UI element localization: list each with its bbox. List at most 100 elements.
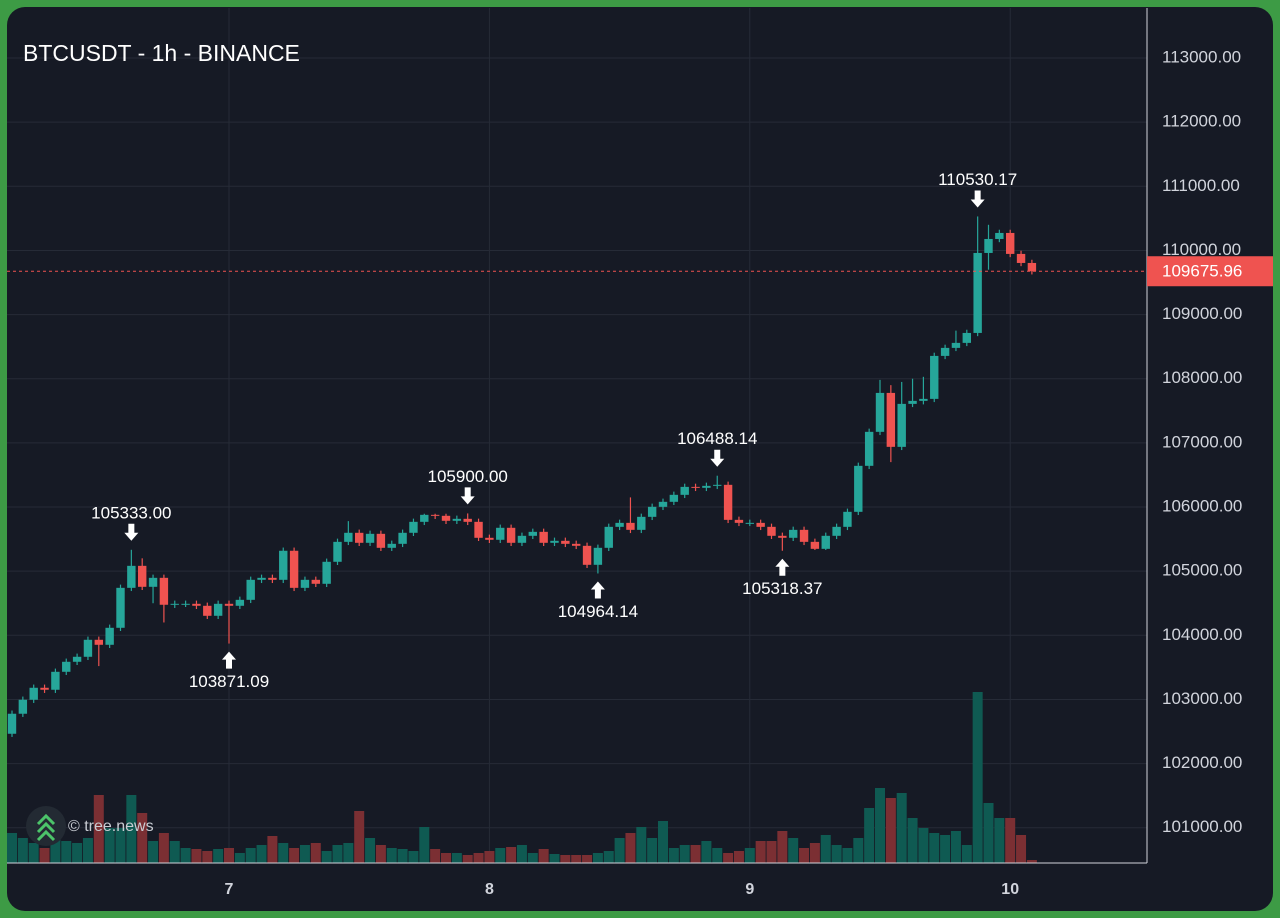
annotation-arrow — [590, 581, 605, 599]
volume-bar — [256, 845, 267, 863]
candle-body — [593, 547, 603, 565]
candle-body — [441, 515, 451, 521]
candle-body — [919, 398, 928, 401]
x-tick-label: 7 — [225, 881, 234, 898]
candle-body — [398, 532, 407, 544]
volume-bar — [213, 849, 224, 863]
candle-body — [311, 579, 320, 584]
candle-body — [767, 526, 776, 536]
candle-body — [463, 518, 472, 522]
y-tick-label: 101000.00 — [1162, 817, 1242, 836]
volume-bar — [354, 811, 365, 863]
candle-body — [192, 603, 201, 606]
candle-body — [170, 603, 179, 605]
volume-bar — [104, 828, 115, 863]
candle-body — [886, 392, 896, 447]
volume-bar — [180, 848, 191, 863]
volume-bar — [61, 841, 72, 863]
y-tick-label: 109000.00 — [1162, 304, 1242, 323]
candle-body — [268, 577, 277, 580]
annotation-label: 106488.14 — [677, 429, 757, 448]
volume-bar — [7, 833, 17, 863]
volume-bar — [462, 855, 473, 863]
candle-body — [897, 403, 906, 447]
volume-bar — [495, 848, 506, 863]
candle-body — [626, 522, 635, 530]
volume-bar — [289, 848, 300, 863]
annotation-label: 105333.00 — [91, 503, 171, 522]
volume-bar — [885, 798, 896, 863]
volume-bar — [907, 818, 918, 863]
volume-bar — [169, 841, 180, 863]
candle-body — [582, 545, 592, 565]
volume-bar — [733, 851, 744, 863]
candle-body — [637, 516, 646, 530]
volume-bar — [148, 841, 159, 863]
y-tick-label: 103000.00 — [1162, 689, 1242, 708]
volume-bar — [299, 845, 310, 863]
volume-bar — [864, 808, 875, 863]
volume-bar — [625, 833, 636, 863]
candle-body — [756, 522, 765, 527]
volume-bar — [484, 851, 495, 863]
volume-bar — [158, 833, 169, 863]
volume-bar — [39, 848, 50, 863]
candle-body — [973, 252, 982, 333]
candle-body — [181, 603, 190, 605]
candle-body — [995, 232, 1004, 239]
candle-body — [420, 514, 429, 522]
volume-bar — [972, 692, 983, 863]
volume-bar — [202, 851, 213, 863]
annotation-arrow — [710, 449, 725, 467]
watermark-text: © tree.news — [68, 818, 154, 835]
candle-body — [485, 537, 494, 540]
candle-body — [962, 332, 971, 343]
annotation-label: 110530.17 — [938, 170, 1017, 189]
x-tick-label: 10 — [1001, 881, 1019, 898]
volume-bar — [744, 848, 755, 863]
candle-body — [854, 465, 863, 512]
volume-bar — [224, 848, 234, 863]
candle-body — [246, 579, 255, 600]
candle-body — [148, 577, 158, 587]
y-tick-label: 105000.00 — [1162, 561, 1242, 580]
annotation-arrow — [775, 558, 790, 576]
candle-body — [930, 355, 939, 399]
candle-body — [908, 400, 917, 404]
y-tick-label: 104000.00 — [1162, 625, 1242, 644]
annotation-label: 105900.00 — [428, 467, 508, 486]
candle-body — [713, 484, 722, 486]
last-price-box — [1147, 256, 1273, 287]
volume-bar — [603, 851, 614, 863]
volume-bar — [50, 835, 61, 863]
volume-bar — [961, 845, 972, 863]
volume-bar — [82, 838, 93, 863]
chart-title: BTCUSDT - 1h - BINANCE — [23, 40, 300, 66]
volume-bar — [1005, 818, 1016, 863]
volume-bar — [766, 841, 777, 863]
grid — [7, 8, 1147, 863]
volume-bar — [115, 828, 126, 863]
candle-body — [658, 501, 668, 507]
candle-body — [203, 605, 212, 616]
annotation-label: 105318.37 — [742, 579, 822, 598]
volume-bar — [538, 849, 549, 863]
volume-bar — [983, 803, 994, 863]
candle-body — [474, 521, 483, 538]
volume-bar — [918, 828, 929, 863]
volume-bar — [582, 855, 593, 863]
y-tick-label: 108000.00 — [1162, 368, 1242, 387]
volume-bar — [820, 835, 831, 863]
volume-bar — [441, 853, 451, 863]
candle-body — [734, 519, 744, 523]
volume-bar — [93, 795, 104, 863]
candle-body — [864, 431, 874, 466]
y-tick-label: 113000.00 — [1162, 48, 1241, 67]
candle-body — [843, 511, 852, 527]
candle-body — [789, 529, 798, 538]
candle-body — [355, 532, 364, 543]
volume-bar — [267, 836, 278, 863]
volume-bar — [842, 848, 853, 863]
volume-bar — [755, 841, 766, 863]
